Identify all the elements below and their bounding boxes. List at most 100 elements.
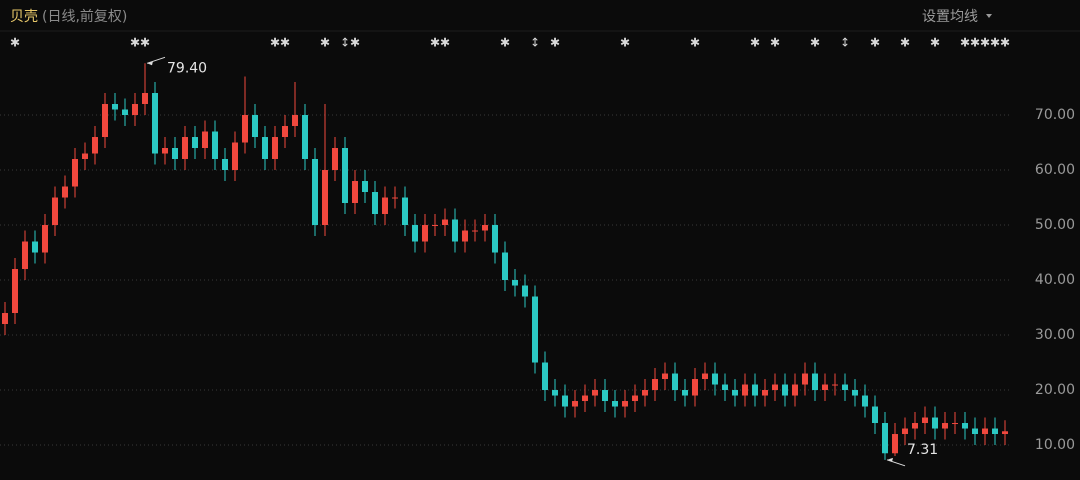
event-marker: ✱ — [280, 36, 290, 50]
candle-body — [132, 104, 138, 116]
candle-body — [342, 148, 348, 204]
candle-body — [152, 93, 158, 154]
extreme-label: 7.31 — [907, 442, 938, 458]
y-tick-label: 40.00 — [1035, 272, 1075, 288]
candle-body — [352, 181, 358, 204]
candle-body — [522, 285, 528, 297]
y-tick-label: 50.00 — [1035, 217, 1075, 233]
event-marker: ✱ — [960, 36, 970, 50]
candle-body — [302, 115, 308, 160]
candle-body — [142, 93, 148, 105]
candle-body — [952, 423, 958, 425]
event-marker: ✱ — [980, 36, 990, 50]
candle-body — [942, 423, 948, 429]
candle-body — [32, 241, 38, 253]
candle-body — [602, 390, 608, 402]
candle-body — [442, 219, 448, 226]
ma-settings-button[interactable]: 设置均线 — [922, 9, 978, 25]
candle-body — [992, 428, 998, 435]
candle-body — [502, 252, 508, 281]
candle-body — [52, 197, 58, 226]
candle-body — [732, 390, 738, 396]
candle-body — [902, 428, 908, 435]
candle-body — [692, 379, 698, 396]
candle-body — [222, 159, 228, 171]
candle-body — [662, 373, 668, 380]
candle-body — [852, 390, 858, 396]
candle-body — [962, 423, 968, 429]
candle-body — [412, 225, 418, 242]
event-marker: ✱ — [620, 36, 630, 50]
candle-body — [172, 148, 178, 160]
candle-body — [242, 115, 248, 143]
candle-body — [772, 384, 778, 391]
event-marker: ✱ — [870, 36, 880, 50]
candle-body — [1002, 431, 1008, 435]
event-marker: ✱ — [10, 36, 20, 50]
candle-body — [582, 395, 588, 402]
y-tick-label: 60.00 — [1035, 162, 1075, 178]
candle-body — [652, 379, 658, 391]
dropdown-arrow[interactable] — [986, 14, 992, 18]
candle-body — [682, 390, 688, 396]
candle-body — [642, 390, 648, 396]
event-marker: ✱ — [550, 36, 560, 50]
arrow-head — [147, 61, 153, 66]
event-marker: ✱ — [350, 36, 360, 50]
candle-body — [112, 104, 118, 110]
y-tick-label: 20.00 — [1035, 382, 1075, 398]
event-marker: ✱ — [130, 36, 140, 50]
candle-body — [592, 390, 598, 396]
candle-body — [422, 225, 428, 242]
candle-body — [82, 153, 88, 160]
candle-body — [382, 197, 388, 215]
candle-body — [332, 148, 338, 171]
candle-body — [162, 148, 168, 154]
candle-body — [392, 197, 398, 199]
candle-body — [702, 373, 708, 380]
chart-title: 贝壳 — [10, 8, 38, 25]
candle-body — [192, 137, 198, 149]
event-marker: ✱ — [990, 36, 1000, 50]
candle-body — [202, 131, 208, 149]
event-marker: ✱ — [430, 36, 440, 50]
event-marker: ✱ — [750, 36, 760, 50]
y-tick-label: 30.00 — [1035, 327, 1075, 343]
candle-body — [292, 115, 298, 127]
event-marker: ✱ — [270, 36, 280, 50]
event-marker: ↕ — [840, 36, 850, 50]
event-marker: ✱ — [500, 36, 510, 50]
arrow-head — [887, 457, 893, 462]
candle-body — [632, 395, 638, 402]
candle-body — [472, 230, 478, 232]
candle-body — [792, 384, 798, 396]
candle-body — [2, 313, 8, 325]
chart-subtitle: (日线,前复权) — [42, 8, 127, 25]
candle-body — [882, 423, 888, 454]
candle-body — [542, 362, 548, 391]
candle-body — [872, 406, 878, 424]
candle-body — [752, 384, 758, 396]
candle-body — [102, 104, 108, 138]
event-marker: ✱ — [930, 36, 940, 50]
y-tick-label: 70.00 — [1035, 107, 1075, 123]
event-marker: ✱ — [1000, 36, 1010, 50]
candle-body — [782, 384, 788, 396]
event-marker: ✱ — [970, 36, 980, 50]
candle-body — [822, 384, 828, 391]
candle-body — [912, 423, 918, 429]
candle-body — [492, 225, 498, 253]
candle-body — [312, 159, 318, 226]
candle-body — [532, 296, 538, 363]
candle-body — [22, 241, 28, 270]
event-marker: ✱ — [440, 36, 450, 50]
candle-body — [802, 373, 808, 385]
candle-body — [12, 269, 18, 314]
candle-body — [322, 170, 328, 226]
candle-body — [372, 192, 378, 215]
candle-body — [42, 225, 48, 253]
candle-body — [252, 115, 258, 138]
